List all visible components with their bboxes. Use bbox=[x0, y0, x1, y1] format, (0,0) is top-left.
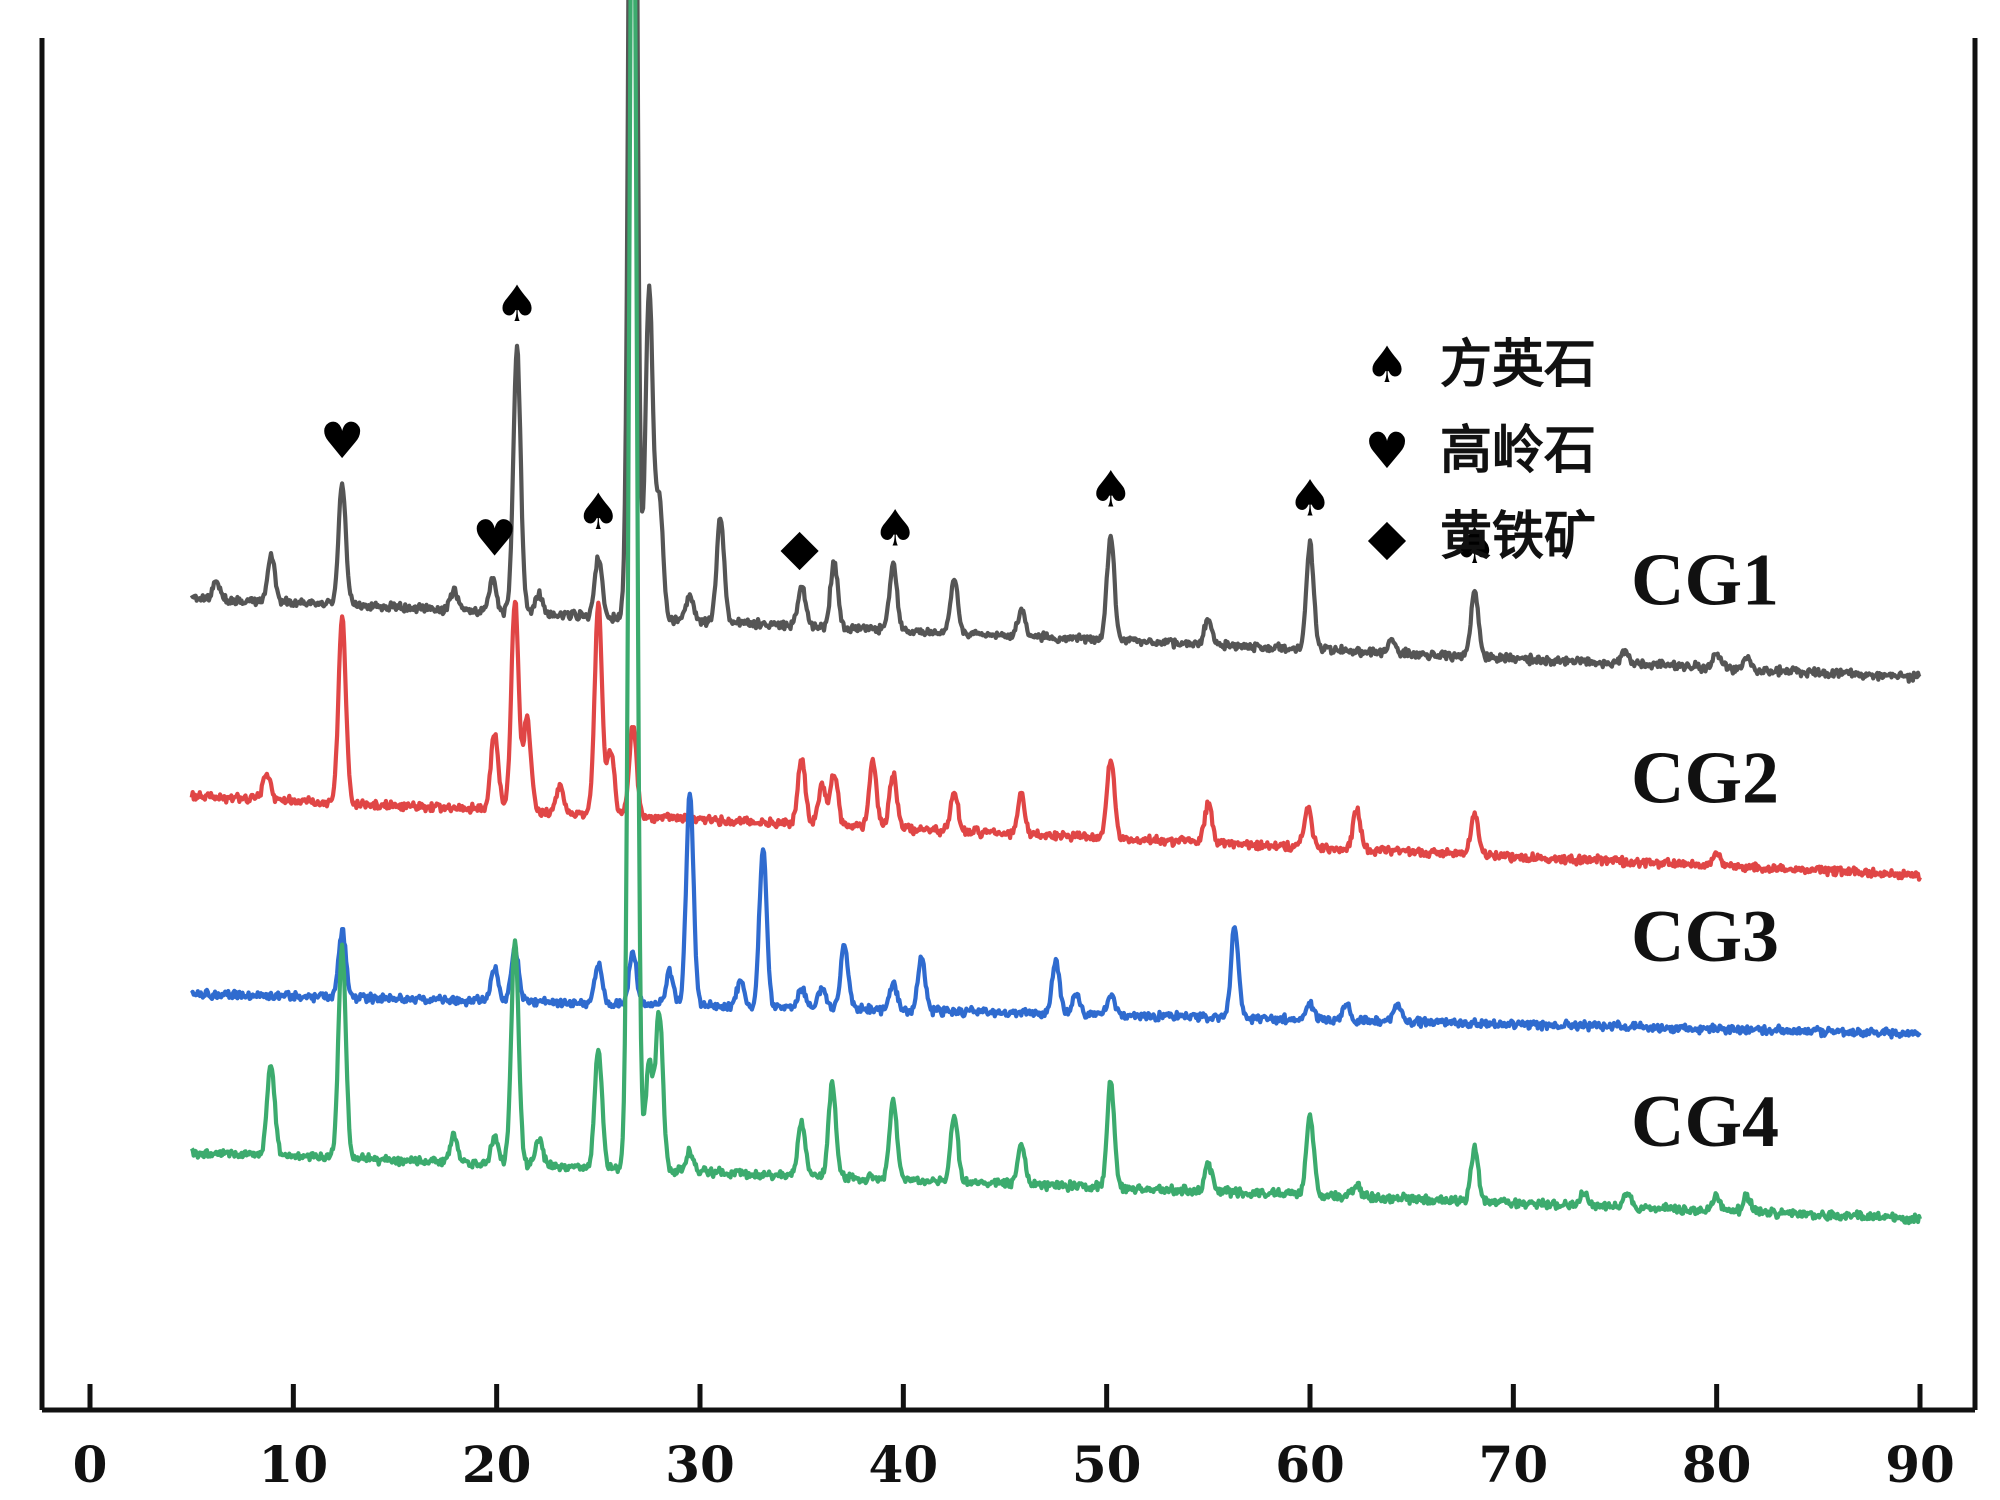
chart-axes: 0 10 20 30 40 50 60 70 80 90 bbox=[39, 38, 1978, 1494]
series-line-cg1 bbox=[189, 0, 1922, 684]
x-tick-label: 20 bbox=[462, 1435, 532, 1494]
peak-marker: ♥ bbox=[320, 412, 365, 470]
legend-label: 黄铁矿 bbox=[1440, 507, 1596, 567]
peak-annotations: ♥ ♥ ♠ ♠ ♠ ◆ ♠ ♠ ♠ ♠ bbox=[320, 275, 1497, 576]
peak-marker: ♠ bbox=[873, 500, 918, 558]
peak-marker: ♠ bbox=[1088, 461, 1133, 519]
series-line-cg2 bbox=[189, 599, 1922, 882]
peak-marker: ♠ bbox=[495, 275, 540, 333]
legend-symbol: ◆ bbox=[1368, 508, 1407, 566]
peak-marker: ♥ bbox=[472, 510, 517, 568]
x-tick-label: 50 bbox=[1072, 1435, 1142, 1494]
x-tick-label: 0 bbox=[73, 1435, 108, 1494]
series-layer bbox=[189, 0, 1922, 1226]
series-label-cg4: CG4 bbox=[1631, 1081, 1779, 1163]
series-line-cg4 bbox=[189, 0, 1922, 1226]
legend-symbol: ♥ bbox=[1365, 422, 1410, 480]
series-line-cg3 bbox=[189, 791, 1922, 1040]
peak-marker: ◆ bbox=[780, 518, 819, 576]
x-tick-label: 90 bbox=[1885, 1435, 1955, 1494]
series-labels: CG1 CG2 CG3 CG4 bbox=[1631, 540, 1779, 1163]
series-label-cg1: CG1 bbox=[1631, 540, 1779, 622]
x-tick-label: 60 bbox=[1275, 1435, 1345, 1494]
legend-label: 高岭石 bbox=[1440, 421, 1596, 481]
x-tick-label: 70 bbox=[1479, 1435, 1549, 1494]
x-tick-label: 10 bbox=[259, 1435, 329, 1494]
legend: ♠ 方英石 ♥ 高岭石 ◆ 黄铁矿 bbox=[1365, 335, 1596, 567]
peak-marker: ♠ bbox=[1288, 470, 1333, 528]
series-label-cg2: CG2 bbox=[1631, 738, 1779, 820]
peak-marker: ♠ bbox=[1452, 517, 1497, 575]
peak-marker: ♠ bbox=[576, 483, 621, 541]
x-tick-label: 80 bbox=[1682, 1435, 1752, 1494]
legend-symbol: ♠ bbox=[1365, 336, 1410, 394]
x-tick-label: 40 bbox=[869, 1435, 939, 1494]
x-tick-label: 30 bbox=[665, 1435, 735, 1494]
legend-label: 方英石 bbox=[1440, 335, 1596, 395]
series-label-cg3: CG3 bbox=[1631, 896, 1779, 978]
